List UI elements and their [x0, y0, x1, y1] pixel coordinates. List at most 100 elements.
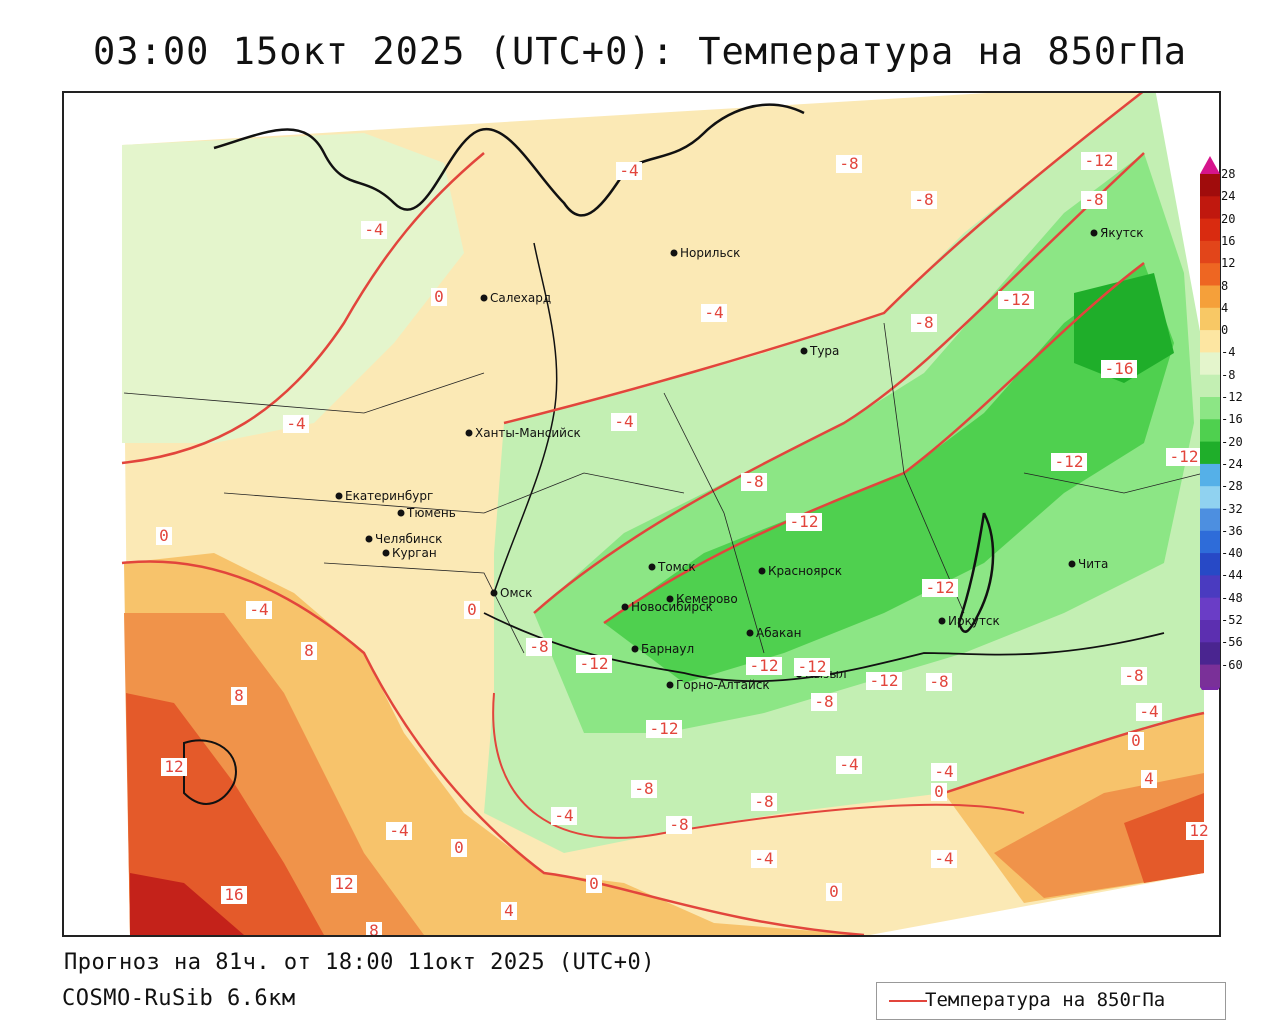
isotherm-label: -12 — [580, 654, 609, 673]
colorbar-swatch — [1200, 530, 1220, 554]
isotherm-label-bg — [931, 783, 947, 801]
colorbar-swatch — [1200, 486, 1220, 509]
colorbar-tick-label: -20 — [1221, 434, 1243, 449]
city-marker — [397, 509, 405, 517]
colorbar-swatch — [1200, 664, 1220, 688]
colorbar-tick-label: 24 — [1221, 189, 1236, 204]
isotherm-label-bg — [361, 221, 387, 239]
isotherm-line — [503, 93, 1144, 425]
isotherm-label: -12 — [1055, 452, 1084, 471]
colorbar-swatch — [1200, 174, 1220, 197]
colorbar-swatch — [1200, 218, 1220, 242]
isotherm-label: -8 — [669, 815, 688, 834]
isotherm-label: -8 — [929, 672, 948, 691]
isotherm-label: 0 — [467, 600, 477, 619]
legend: Температура на 850гПа — [876, 982, 1226, 1020]
isotherm-label: 16 — [224, 885, 243, 904]
city-marker — [490, 589, 498, 597]
temperature-colorbar — [1200, 156, 1220, 703]
isotherm-label: 0 — [434, 287, 444, 306]
isotherm-label-bg — [926, 673, 952, 691]
isotherm-label-bg — [741, 473, 767, 491]
isotherm-label: -8 — [754, 792, 773, 811]
colorbar-tick-label: 4 — [1221, 300, 1229, 315]
city-label: Тура — [809, 344, 839, 358]
isotherm-label-bg — [836, 155, 862, 173]
isotherm-label-bg — [826, 883, 842, 901]
isotherm-label: 0 — [589, 874, 599, 893]
colorbar-swatch — [1200, 419, 1220, 443]
isotherm-label: -4 — [839, 755, 858, 774]
isotherm-label-bg — [701, 304, 727, 322]
isotherm-label-bg — [811, 693, 837, 711]
isotherm-label-bg — [1101, 360, 1137, 378]
isotherm-label-bg — [911, 314, 937, 332]
isotherm-label-bg — [331, 875, 357, 893]
isotherm-label: 12 — [164, 757, 183, 776]
colorbar-swatch — [1200, 553, 1220, 576]
colorbar-tick-label: -56 — [1221, 635, 1243, 650]
isotherm-label-bg — [156, 527, 172, 545]
city-label: Салехард — [490, 291, 551, 305]
warm-zone-se-12 — [1124, 793, 1204, 883]
isotherm-label-bg — [1081, 152, 1117, 170]
isotherm-label-bg — [551, 807, 577, 825]
isotherm-label-bg — [161, 758, 187, 776]
isotherm-label-bg — [1136, 703, 1162, 721]
isotherm-label: -4 — [754, 849, 773, 868]
isotherm-label: 0 — [159, 526, 169, 545]
colorbar-tick-label: -48 — [1221, 590, 1243, 605]
isotherm-label-bg — [866, 672, 902, 690]
isotherm-label: -4 — [934, 849, 953, 868]
isotherm-label: -12 — [1002, 290, 1031, 309]
isotherm-labels: -4 -8 -12 -8 -8 -4 0 -4 -8 -12 -16 -4 -4 -12 -12 -8 -12 0… — [156, 151, 1212, 935]
city-marker — [1090, 229, 1098, 237]
city-markers: Норильск Салехард Ханты-Мансийск Тура Якутск… — [335, 226, 1144, 692]
colorbar-swatch — [1200, 441, 1220, 465]
isotherm-label: -4 — [619, 161, 638, 180]
isotherm-label: 0 — [934, 782, 944, 801]
isotherm-label-bg — [751, 793, 777, 811]
isotherm-label-bg — [576, 655, 612, 673]
warm-zone-16 — [130, 873, 244, 935]
city-marker — [480, 294, 488, 302]
isotherm-label: -8 — [914, 313, 933, 332]
isotherm-label: -12 — [926, 578, 955, 597]
isotherm-label-bg — [301, 642, 317, 660]
isotherm-label-bg — [451, 839, 467, 857]
caspian — [183, 739, 237, 805]
city-label: Якутск — [1100, 226, 1144, 240]
colorbar-swatch — [1200, 196, 1220, 220]
isotherm-label-bg — [1128, 732, 1144, 750]
isotherm-line — [533, 152, 1145, 614]
isotherm-label-bg — [1166, 448, 1202, 466]
isotherm-label: -8 — [914, 190, 933, 209]
cool-zone-16 — [604, 263, 1174, 683]
isotherm-label: -12 — [650, 719, 679, 738]
isotherm-label: -8 — [634, 779, 653, 798]
isotherm-label: -4 — [554, 806, 573, 825]
isotherm-label-bg — [246, 601, 272, 619]
city-label: Кемерово — [676, 592, 738, 606]
isotherm-label: -16 — [1105, 359, 1134, 378]
isotherm-label: -8 — [1084, 190, 1103, 209]
isotherm-line — [492, 692, 1025, 839]
city-marker — [465, 429, 473, 437]
warm-zone-12 — [126, 693, 324, 935]
colorbar-swatch — [1200, 330, 1220, 353]
city-label: Томск — [657, 560, 696, 574]
isotherm-label-bg — [911, 191, 937, 209]
colorbar-swatch — [1200, 263, 1220, 286]
isotherm-label: -8 — [529, 637, 548, 656]
city-label: Тюмень — [406, 506, 456, 520]
isotherm-label: -8 — [1124, 666, 1143, 685]
map-title: 03:00 15окт 2025 (UTC+0): Температура на… — [93, 30, 1187, 73]
colorbar-swatch — [1200, 575, 1220, 599]
isotherm-label-bg — [751, 850, 777, 868]
city-label: Новосибирск — [631, 600, 713, 614]
isotherm-label: 8 — [304, 641, 314, 660]
city-marker — [758, 567, 766, 575]
colorbar-swatch — [1200, 620, 1220, 643]
colorbar-tick-label: -60 — [1221, 657, 1243, 672]
colorbar-tick-label: 8 — [1221, 278, 1229, 293]
